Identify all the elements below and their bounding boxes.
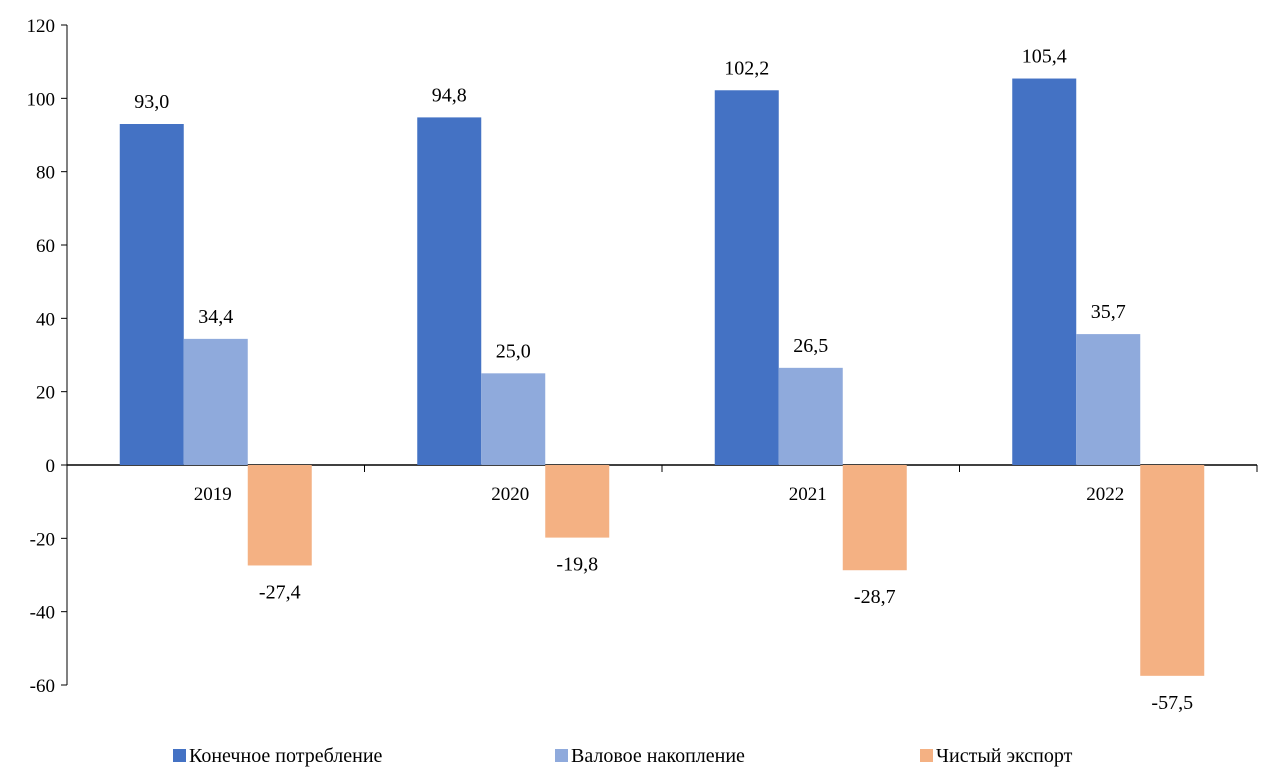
data-label: 105,4 (1022, 46, 1067, 68)
legend-swatch (173, 749, 186, 762)
y-tick-label: 40 (36, 309, 55, 330)
bar (417, 117, 482, 466)
data-label: 26,5 (793, 335, 828, 357)
bar (481, 373, 546, 465)
y-axis: -60 -40 -20 0 20 40 60 80 100 120 (27, 16, 68, 697)
bar (1140, 465, 1205, 676)
data-label: -19,8 (556, 554, 598, 576)
bar (1076, 334, 1141, 465)
data-label: -57,5 (1151, 692, 1193, 714)
legend-label: Конечное потребление (189, 745, 383, 767)
bar (247, 465, 312, 566)
y-tick-label: -20 (30, 529, 55, 550)
data-label: -28,7 (854, 586, 896, 608)
x-axis: 2019 2020 2021 2022 (66, 464, 1258, 505)
bar (714, 90, 779, 466)
x-tick-label: 2021 (789, 484, 827, 505)
legend: Конечное потребление Валовое накопление Чи… (173, 745, 1073, 767)
data-label: -27,4 (259, 581, 301, 603)
y-tick-label: 0 (46, 456, 56, 477)
data-label: 25,0 (496, 340, 531, 362)
y-tick-label: 100 (27, 89, 56, 110)
y-tick-label: -60 (30, 676, 55, 697)
y-tick-label: 60 (36, 236, 55, 257)
legend-swatch (920, 749, 933, 762)
data-label: 102,2 (724, 57, 769, 79)
legend-label: Валовое накопление (571, 745, 745, 767)
bar (842, 465, 907, 571)
data-label: 34,4 (198, 306, 233, 328)
bars (119, 78, 1205, 676)
y-tick-label: 120 (27, 16, 56, 37)
data-label: 93,0 (134, 91, 169, 113)
data-label: 35,7 (1091, 301, 1126, 323)
x-tick-label: 2020 (491, 484, 529, 505)
x-tick-label: 2019 (194, 484, 232, 505)
bar (183, 338, 248, 465)
bar (778, 367, 843, 465)
y-tick-label: 20 (36, 383, 55, 404)
legend-swatch (555, 749, 568, 762)
data-label: 94,8 (432, 84, 467, 106)
y-tick-label: -40 (30, 603, 55, 624)
bar (545, 465, 610, 538)
bar (119, 124, 184, 465)
data-labels: 93,0 34,4 -27,4 94,8 25,0 -19,8 102,2 26,5 -28,7… (134, 46, 1193, 714)
x-tick-label: 2022 (1086, 484, 1124, 505)
bar (1012, 78, 1077, 466)
legend-label: Чистый экспорт (936, 745, 1073, 767)
y-tick-label: 80 (36, 163, 55, 184)
